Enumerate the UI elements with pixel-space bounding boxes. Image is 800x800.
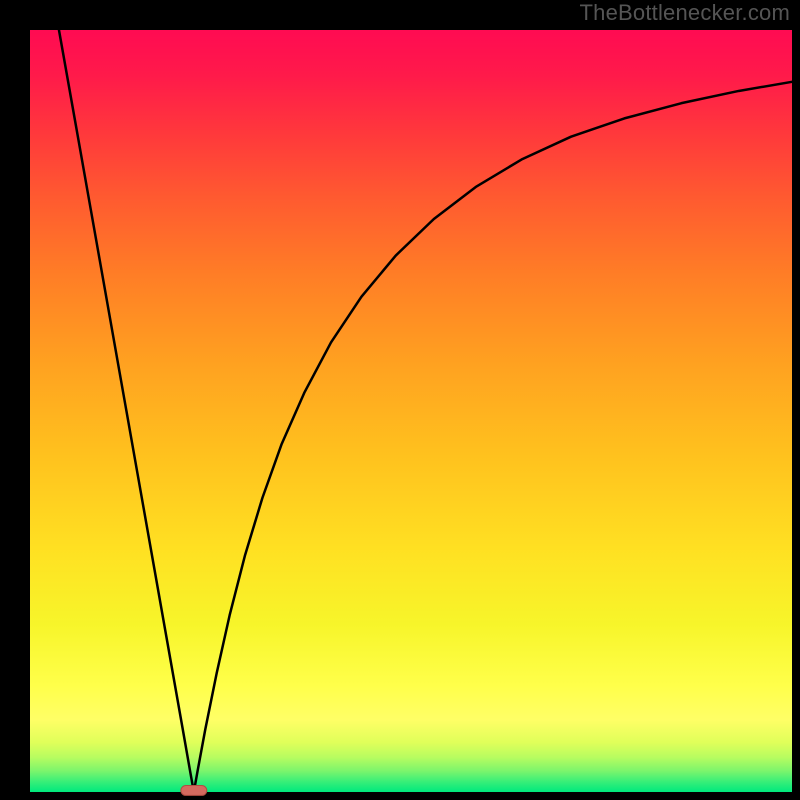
chart-container: TheBottlenecker.com	[0, 0, 800, 800]
minimum-marker	[181, 786, 207, 796]
bottleneck-curve-chart	[0, 0, 800, 800]
watermark-text: TheBottlenecker.com	[580, 2, 790, 24]
plot-background	[30, 30, 792, 792]
